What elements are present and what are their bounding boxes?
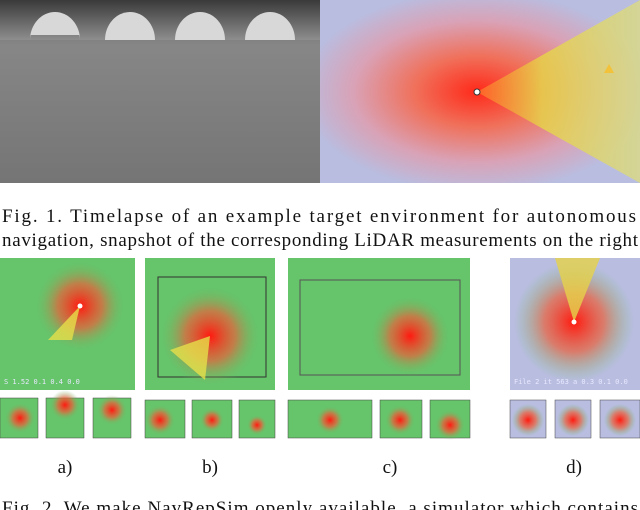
lidar-snapshot [320, 0, 640, 183]
panel-a: S 1.52 0.1 0.4 0.0 [0, 258, 135, 390]
caption-line: Fig. 2. We make NavRepSim openly availab… [2, 498, 638, 510]
panel-c [288, 258, 470, 390]
thumbnail-lidar [5, 390, 636, 440]
panel-overlay: File 2 it 563 a 0.3 0.1 0.0 [514, 378, 628, 386]
panel-d: File 2 it 563 a 0.3 0.1 0.0 [510, 258, 640, 390]
panel-label: a) [58, 457, 73, 478]
panel-label: d) [566, 457, 582, 478]
caption-line: navigation, snapshot of the correspondin… [2, 230, 639, 251]
panel-overlay: S 1.52 0.1 0.4 0.0 [4, 378, 80, 386]
crowd-photo [0, 0, 320, 183]
panel-label: c) [383, 457, 398, 478]
panel-label: b) [202, 457, 218, 478]
panel-b [145, 258, 275, 390]
caption-line: Fig. 1. Timelapse of an example target e… [2, 206, 636, 227]
